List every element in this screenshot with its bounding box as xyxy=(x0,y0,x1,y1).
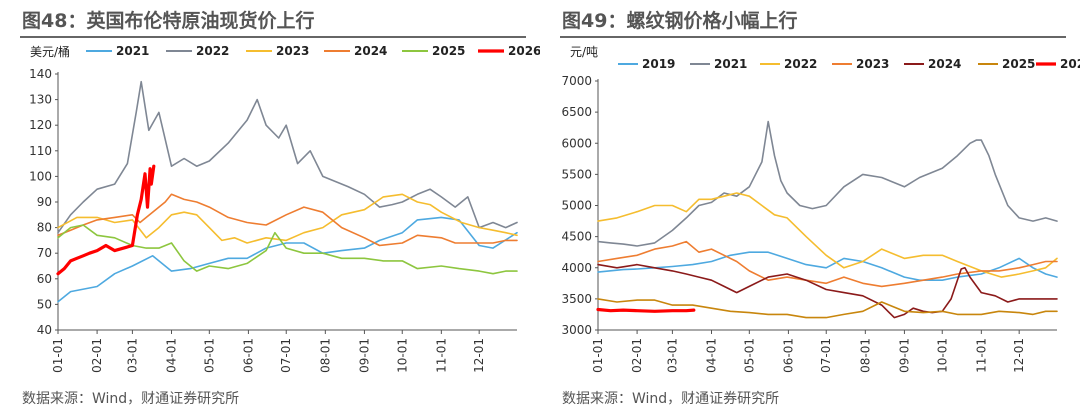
y-tick-label: 3500 xyxy=(561,292,592,306)
title-divider xyxy=(20,36,526,38)
x-tick-label: 04-01 xyxy=(164,338,178,373)
series-line-2023 xyxy=(597,240,1058,288)
legend-label: 2024 xyxy=(928,57,961,71)
x-tick-label: 12-01 xyxy=(1012,338,1026,373)
x-tick-label: 10-01 xyxy=(935,338,949,373)
legend-label: 2019 xyxy=(642,57,675,71)
legend-label: 2026 xyxy=(508,44,540,58)
x-tick-label: 01-01 xyxy=(51,338,65,373)
x-tick-label: 07-01 xyxy=(279,338,293,373)
y-tick-label: 6500 xyxy=(561,105,592,119)
x-tick-label: 06-01 xyxy=(241,338,255,373)
x-tick-label: 06-01 xyxy=(781,338,795,373)
rebar-price-chart: 元/吨 3000 3500 4000 4500 5000 5500 6000 6500 7000 0… xyxy=(561,45,1080,373)
x-tick-label: 09-01 xyxy=(897,338,911,373)
x-tick-label: 02-01 xyxy=(90,338,104,373)
x-tick-label: 05-01 xyxy=(742,338,756,373)
legend-label: 2021 xyxy=(116,44,149,58)
y-tick-label: 90 xyxy=(37,195,52,209)
y-tick-label: 4000 xyxy=(561,261,592,275)
title-divider xyxy=(560,36,1066,38)
series-line-2023 xyxy=(57,193,518,244)
unit-label: 美元/桶 xyxy=(30,44,70,59)
y-tick-label: 5500 xyxy=(561,167,592,181)
x-tick-label: 07-01 xyxy=(819,338,833,373)
y-tick-label: 5000 xyxy=(561,199,592,213)
series-line-2021 xyxy=(597,120,1058,247)
y-tick-label: 3000 xyxy=(561,323,592,337)
x-tick-label: 05-01 xyxy=(202,338,216,373)
y-tick-label: 100 xyxy=(29,169,52,183)
y-tick-label: 70 xyxy=(37,246,52,260)
y-tick-label: 7000 xyxy=(561,74,592,88)
x-tick-label: 02-01 xyxy=(630,338,644,373)
x-tick-label: 11-01 xyxy=(434,338,448,373)
y-tick-label: 130 xyxy=(29,93,52,107)
series-line-2022 xyxy=(57,80,518,234)
series-line-2019 xyxy=(597,251,1058,282)
series-line-2026 xyxy=(56,164,156,276)
series-line-202 xyxy=(596,307,696,313)
x-tick-label: 12-01 xyxy=(472,338,486,373)
x-tick-label: 09-01 xyxy=(357,338,371,373)
x-tick-label: 01-01 xyxy=(591,338,605,373)
y-tick-label: 110 xyxy=(29,144,52,158)
source-note: 数据来源：Wind，财通证券研究所 xyxy=(562,391,780,407)
source-note: 数据来源：Wind，财通证券研究所 xyxy=(22,391,240,407)
chart-panel-brent: 图48：英国布伦特原油现货价上行 美元/桶 40 50 60 70 80 90 100 110 1… xyxy=(20,10,540,407)
legend-label: 2022 xyxy=(784,57,817,71)
x-tick-label: 08-01 xyxy=(858,338,872,373)
legend-label: 202 xyxy=(1060,57,1080,71)
x-tick-label: 10-01 xyxy=(395,338,409,373)
series-line-2025 xyxy=(57,224,518,275)
figure-title: 图49：螺纹钢价格小幅上行 xyxy=(562,10,798,32)
legend-label: 2024 xyxy=(354,44,387,58)
series-line-2021 xyxy=(57,216,518,303)
legend-label: 2023 xyxy=(856,57,889,71)
x-tick-label: 03-01 xyxy=(665,338,679,373)
unit-label: 元/吨 xyxy=(570,45,598,59)
y-tick-label: 80 xyxy=(37,221,52,235)
y-tick-label: 120 xyxy=(29,118,52,132)
series-line-2024 xyxy=(57,193,518,247)
series-line-2022 xyxy=(597,192,1058,278)
x-tick-label: 04-01 xyxy=(704,338,718,373)
legend-label: 2022 xyxy=(196,44,229,58)
legend-label: 2025 xyxy=(1002,57,1035,71)
y-tick-label: 50 xyxy=(37,297,52,311)
series-line-2024 xyxy=(597,263,1058,319)
y-tick-label: 60 xyxy=(37,272,52,286)
legend-label: 2025 xyxy=(432,44,465,58)
y-tick-label: 4500 xyxy=(561,230,592,244)
x-tick-label: 08-01 xyxy=(318,338,332,373)
series-line-2025 xyxy=(597,298,1058,319)
legend-label: 2023 xyxy=(276,44,309,58)
y-tick-label: 6000 xyxy=(561,136,592,150)
x-tick-label: 11-01 xyxy=(974,338,988,373)
figure-title: 图48：英国布伦特原油现货价上行 xyxy=(22,10,315,32)
y-tick-label: 40 xyxy=(37,323,52,337)
legend-label: 2021 xyxy=(714,57,747,71)
chart-panel-rebar: 图49：螺纹钢价格小幅上行 元/吨 3000 3500 4000 4500 5000 550… xyxy=(540,0,1080,412)
x-tick-label: 03-01 xyxy=(125,338,139,373)
y-tick-label: 140 xyxy=(29,67,52,81)
brent-price-chart: 美元/桶 40 50 60 70 80 90 100 110 120 130 140 01-01 02-0… xyxy=(29,44,540,373)
